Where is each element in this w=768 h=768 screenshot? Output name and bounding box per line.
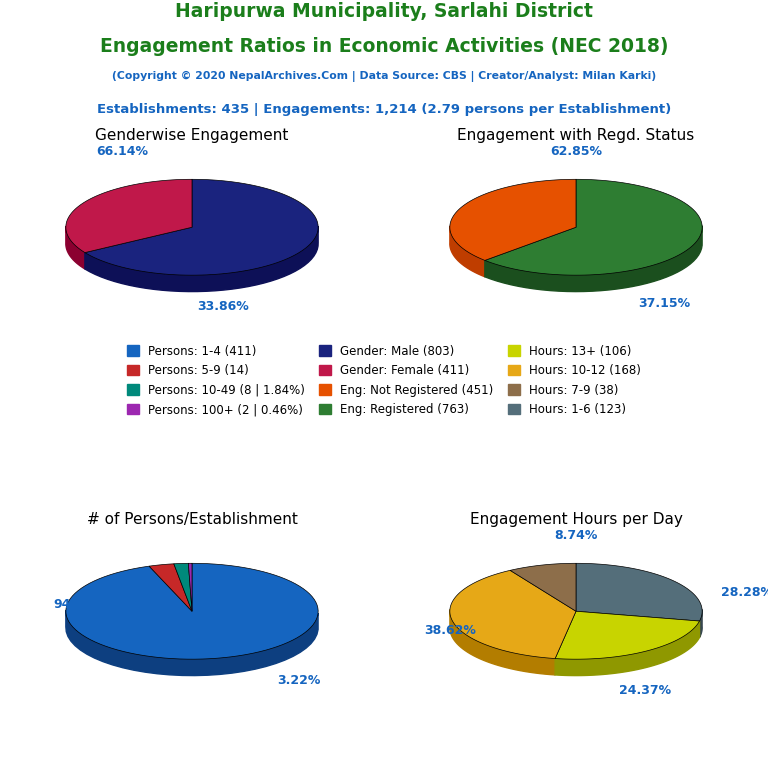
Polygon shape	[450, 571, 576, 658]
Text: 66.14%: 66.14%	[97, 145, 148, 158]
Text: Engagement Ratios in Economic Activities (NEC 2018): Engagement Ratios in Economic Activities…	[100, 37, 668, 56]
Polygon shape	[85, 179, 318, 275]
Text: 24.37%: 24.37%	[619, 684, 671, 697]
Text: (Copyright © 2020 NepalArchives.Com | Data Source: CBS | Creator/Analyst: Milan : (Copyright © 2020 NepalArchives.Com | Da…	[112, 71, 656, 82]
Polygon shape	[450, 610, 555, 675]
Polygon shape	[450, 226, 485, 276]
Text: 8.74%: 8.74%	[554, 529, 598, 542]
Title: # of Persons/Establishment: # of Persons/Establishment	[87, 511, 297, 527]
Polygon shape	[188, 563, 192, 611]
Text: 62.85%: 62.85%	[550, 145, 602, 158]
Text: 94.48%: 94.48%	[53, 598, 105, 611]
Text: 28.28%: 28.28%	[721, 586, 768, 599]
Polygon shape	[85, 227, 318, 292]
Text: 33.86%: 33.86%	[197, 300, 250, 313]
Polygon shape	[555, 611, 700, 659]
Text: 38.62%: 38.62%	[425, 624, 476, 637]
Polygon shape	[485, 226, 702, 292]
Text: 3.22%: 3.22%	[277, 674, 321, 687]
Polygon shape	[450, 179, 576, 260]
Polygon shape	[510, 563, 576, 611]
Polygon shape	[174, 563, 192, 611]
Text: 37.15%: 37.15%	[638, 296, 690, 310]
Title: Engagement Hours per Day: Engagement Hours per Day	[469, 511, 683, 527]
Title: Genderwise Engagement: Genderwise Engagement	[95, 127, 289, 143]
Polygon shape	[66, 227, 85, 269]
Polygon shape	[66, 611, 318, 676]
Polygon shape	[66, 563, 318, 659]
Text: Establishments: 435 | Engagements: 1,214 (2.79 persons per Establishment): Establishments: 435 | Engagements: 1,214…	[97, 103, 671, 116]
Polygon shape	[66, 179, 192, 253]
Text: Haripurwa Municipality, Sarlahi District: Haripurwa Municipality, Sarlahi District	[175, 2, 593, 22]
Polygon shape	[555, 621, 700, 676]
Title: Engagement with Regd. Status: Engagement with Regd. Status	[458, 127, 694, 143]
Legend: Persons: 1-4 (411), Persons: 5-9 (14), Persons: 10-49 (8 | 1.84%), Persons: 100+: Persons: 1-4 (411), Persons: 5-9 (14), P…	[127, 345, 641, 416]
Polygon shape	[576, 563, 702, 621]
Polygon shape	[149, 564, 192, 611]
Polygon shape	[485, 179, 702, 275]
Polygon shape	[700, 610, 702, 637]
